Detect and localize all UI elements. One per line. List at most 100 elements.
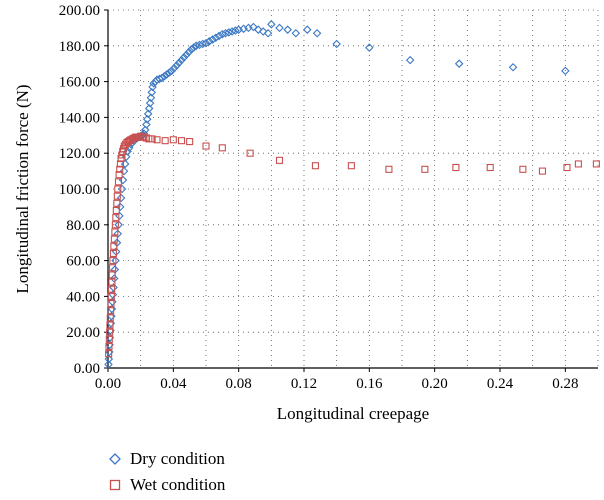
wet-data-point — [108, 285, 116, 293]
dry-data-point — [147, 88, 157, 97]
dry-data-point — [211, 33, 221, 43]
wet-data-point — [169, 136, 177, 144]
dry-data-point — [109, 274, 119, 283]
wet-data-point — [110, 242, 118, 250]
dry-data-point — [405, 55, 415, 65]
wet-data-point — [107, 292, 115, 300]
wet-data-point — [202, 142, 210, 150]
dry-data-point — [201, 38, 211, 48]
dry-data-point — [184, 47, 194, 57]
wet-data-point — [107, 307, 115, 315]
wet-data-point — [111, 221, 119, 229]
y-tick-label: 140.00 — [59, 110, 100, 126]
dry-data-point — [312, 28, 322, 38]
dry-data-point — [189, 43, 199, 52]
y-tick-label: 40.00 — [66, 289, 100, 305]
wet-data-point — [106, 321, 114, 329]
wet-data-point — [109, 249, 117, 257]
tick-labels: 0.00 0.04 0.08 0.12 0.16 0.20 0.24 0.28 0.00 20.0… — [59, 3, 579, 392]
wet-data-point — [140, 133, 148, 141]
grid-lines — [108, 9, 599, 368]
legend: Dry condition Wet condition — [108, 446, 225, 498]
legend-label-dry: Dry condition — [130, 449, 225, 468]
dry-data-point — [143, 109, 153, 119]
dry-data-point — [561, 66, 570, 76]
dry-data-point — [182, 50, 191, 60]
wet-data-point — [116, 160, 124, 168]
x-tick-label: 0.00 — [95, 376, 121, 392]
legend-item-wet: Wet condition — [108, 472, 225, 498]
wet-data-point — [109, 257, 117, 265]
dry-data-point — [120, 159, 130, 169]
wet-data-point — [385, 165, 393, 173]
wet-data-point — [563, 163, 571, 172]
wet-data-point — [519, 165, 527, 173]
dry-data-point — [160, 71, 169, 81]
dry-data-point — [231, 26, 240, 35]
wet-data-point — [112, 206, 120, 215]
dry-data-point — [169, 63, 179, 73]
x-tick-label: 0.20 — [422, 376, 448, 392]
legend-item-dry: Dry condition — [108, 446, 225, 472]
y-tick-label: 100.00 — [59, 182, 100, 198]
dry-data-point — [167, 66, 176, 76]
dry-data-point — [191, 41, 201, 51]
dry-data-point — [116, 193, 126, 203]
dry-data-point — [195, 40, 204, 50]
dry-data-point — [115, 202, 125, 212]
wet-data-point — [574, 160, 582, 168]
dry-data-point — [224, 28, 234, 37]
wet-data-point — [311, 162, 319, 170]
wet-data-point — [275, 156, 284, 164]
dry-data-point — [104, 354, 114, 364]
wet-data-point — [148, 135, 156, 143]
dry-data-point — [218, 29, 227, 39]
wet-data-point — [105, 342, 113, 351]
scatter-chart: 0.00 0.04 0.08 0.12 0.16 0.20 0.24 0.28 0.00 20.0… — [13, 3, 600, 423]
y-tick-label: 160.00 — [59, 75, 100, 91]
wet-data-point — [161, 137, 169, 145]
x-tick-label: 0.04 — [160, 376, 187, 392]
y-tick-label: 180.00 — [59, 39, 100, 55]
square-marker-icon — [109, 479, 121, 491]
wet-data-point — [108, 278, 116, 286]
dry-data-point — [187, 45, 196, 54]
wet-data-point — [486, 163, 494, 172]
diamond-marker-icon — [109, 453, 121, 465]
dry-data-point — [227, 27, 237, 36]
wet-data-point — [110, 235, 118, 243]
wet-data-point — [186, 138, 194, 146]
dry-data-point — [208, 35, 217, 44]
wet-data-point — [421, 165, 429, 173]
wet-data-point — [113, 192, 121, 200]
dry-data-point — [142, 114, 152, 124]
dry-data-point — [454, 59, 464, 68]
dry-data-point — [104, 360, 113, 369]
wet-data-point — [111, 228, 119, 236]
dry-data-point — [177, 55, 186, 65]
wet-data-point — [114, 185, 122, 193]
y-tick-label: 200.00 — [59, 3, 100, 19]
dry-data-point — [140, 125, 150, 135]
wet-data-point — [452, 163, 460, 172]
dry-data-point — [221, 28, 230, 38]
dry-data-point — [263, 28, 273, 38]
wet-data-point — [106, 328, 114, 336]
dry-data-point — [283, 25, 292, 34]
dry-data-point — [332, 39, 341, 49]
dry-data-point — [267, 20, 276, 29]
y-axis-label: Longitudinal friction force (N) — [13, 84, 32, 293]
dry-data-point — [249, 22, 258, 32]
dry-data-point — [145, 98, 155, 108]
dry-data-point — [204, 37, 214, 46]
dry-data-point — [174, 58, 184, 68]
dry-data-point — [144, 104, 154, 113]
wet-data-point — [538, 167, 547, 175]
wet-data-point — [109, 264, 117, 272]
dry-data-point — [146, 93, 156, 102]
x-axis-label: Longitudinal creepage — [277, 404, 429, 423]
y-tick-label: 80.00 — [66, 218, 100, 234]
wet-data-point — [246, 149, 254, 157]
dry-data-point — [365, 43, 374, 52]
wet-data-point — [347, 162, 355, 170]
